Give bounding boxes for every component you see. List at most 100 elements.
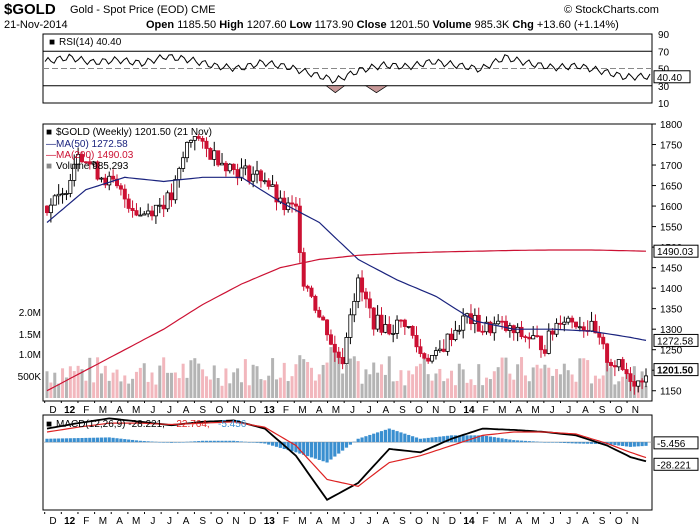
macd-histogram-bar <box>216 440 220 443</box>
price-x-label: M <box>332 405 340 416</box>
macd-histogram-bar <box>601 442 605 445</box>
volume-bar <box>119 381 123 398</box>
macd-histogram-bar <box>115 438 119 443</box>
macd-x-label: M <box>298 516 306 527</box>
volume-bar <box>111 372 115 398</box>
macd-x-label: A <box>316 516 323 527</box>
volume-bar <box>92 382 96 398</box>
volume-bar <box>473 385 477 398</box>
volume-bar <box>294 364 298 398</box>
candle-body <box>636 380 641 387</box>
volume-bar <box>578 358 582 398</box>
volume-bar <box>345 364 348 398</box>
candle-body <box>605 343 610 363</box>
candle-body <box>161 204 166 210</box>
candle-body <box>414 335 419 348</box>
price-x-label: 14 <box>463 405 475 416</box>
rsi-tick-label: 10 <box>658 99 670 110</box>
candle-body <box>313 295 318 311</box>
macd-signal-legend: -22.764, <box>173 419 210 430</box>
volume-bar <box>383 374 387 398</box>
volume-bar <box>418 363 422 398</box>
candle-body <box>68 180 73 194</box>
macd-histogram-bar <box>337 442 341 454</box>
candle-body <box>142 213 147 216</box>
candle-body <box>157 204 162 207</box>
candle-body <box>192 136 197 141</box>
macd-histogram-bar <box>492 437 496 443</box>
volume-bar <box>302 359 306 398</box>
volume-bar <box>500 357 504 398</box>
macd-histogram-bar <box>158 442 162 443</box>
volume-bar <box>485 377 489 398</box>
macd-histogram-bar <box>376 432 380 443</box>
volume-bar <box>422 358 426 398</box>
macd-x-label: M <box>531 516 539 527</box>
rsi-legend-marker: ■ <box>49 37 55 48</box>
volume-bar <box>477 364 481 398</box>
price-x-label: A <box>183 405 190 416</box>
volume-bar <box>547 367 551 398</box>
volume-bar <box>586 360 590 398</box>
volume-bar <box>142 363 146 398</box>
volume-bar <box>169 372 173 398</box>
macd-histogram-bar <box>92 437 96 443</box>
macd-histogram-bar <box>411 436 415 443</box>
macd-x-label: M <box>332 516 340 527</box>
volume-bar <box>53 372 57 398</box>
macd-histogram-bar <box>286 442 290 451</box>
macd-histogram-bar <box>426 437 430 443</box>
volume-bar <box>492 371 496 398</box>
macd-histogram-bar <box>181 442 185 443</box>
candle-body <box>593 320 598 334</box>
candle-body <box>91 161 96 165</box>
candle-body <box>216 150 221 166</box>
macd-histogram-bar <box>617 442 621 446</box>
volume-bar <box>329 347 333 398</box>
ma50-legend: MA(50) 1272.58 <box>56 139 128 150</box>
volume-bar <box>543 364 547 398</box>
volume-bar <box>356 361 360 398</box>
volume-value: 985.3K <box>474 19 510 31</box>
macd-histogram-bar <box>512 440 516 443</box>
macd-histogram-bar <box>150 441 154 443</box>
price-x-label: S <box>199 405 206 416</box>
volume-bar <box>313 380 317 398</box>
volume-bar <box>481 385 485 398</box>
candle-body <box>317 309 322 318</box>
candle-body <box>612 365 617 368</box>
volume-bar <box>504 357 508 398</box>
candle-body <box>204 140 209 149</box>
volume-bar <box>259 379 263 398</box>
volume-bar <box>621 376 625 398</box>
rsi-tick-label: 90 <box>658 30 670 41</box>
macd-histogram-bar <box>379 431 384 443</box>
candle-body <box>262 180 267 183</box>
instrument-name: Gold - Spot Price (EOD) CME <box>70 4 216 16</box>
volume-bar <box>566 370 570 398</box>
volume-bar <box>251 364 255 398</box>
candle-body <box>352 300 357 316</box>
price-tick-label: 1450 <box>660 264 683 275</box>
candle-body <box>445 333 450 352</box>
volume-bar <box>298 355 302 398</box>
close-label: Close <box>356 19 387 31</box>
price-x-label: J <box>566 405 571 416</box>
macd-histogram-bar <box>294 442 298 453</box>
candle-body <box>581 326 586 331</box>
macd-histogram-bar <box>185 441 189 443</box>
macd-hist-legend: -5.456 <box>218 419 247 430</box>
candle-body <box>371 307 376 330</box>
macd-x-label: M <box>498 516 506 527</box>
volume-bar <box>201 369 205 398</box>
low-value: 1173.90 <box>314 19 354 31</box>
macd-histogram-bar <box>488 436 493 443</box>
macd-histogram-bar <box>173 442 177 443</box>
change-label: Chg <box>512 19 534 31</box>
macd-histogram-bar <box>251 442 255 443</box>
rsi-line <box>44 53 651 84</box>
volume-bar <box>317 374 321 398</box>
price-title: $GOLD (Weekly) 1201.50 (21 Nov) <box>56 127 212 138</box>
candle-body <box>227 163 232 172</box>
